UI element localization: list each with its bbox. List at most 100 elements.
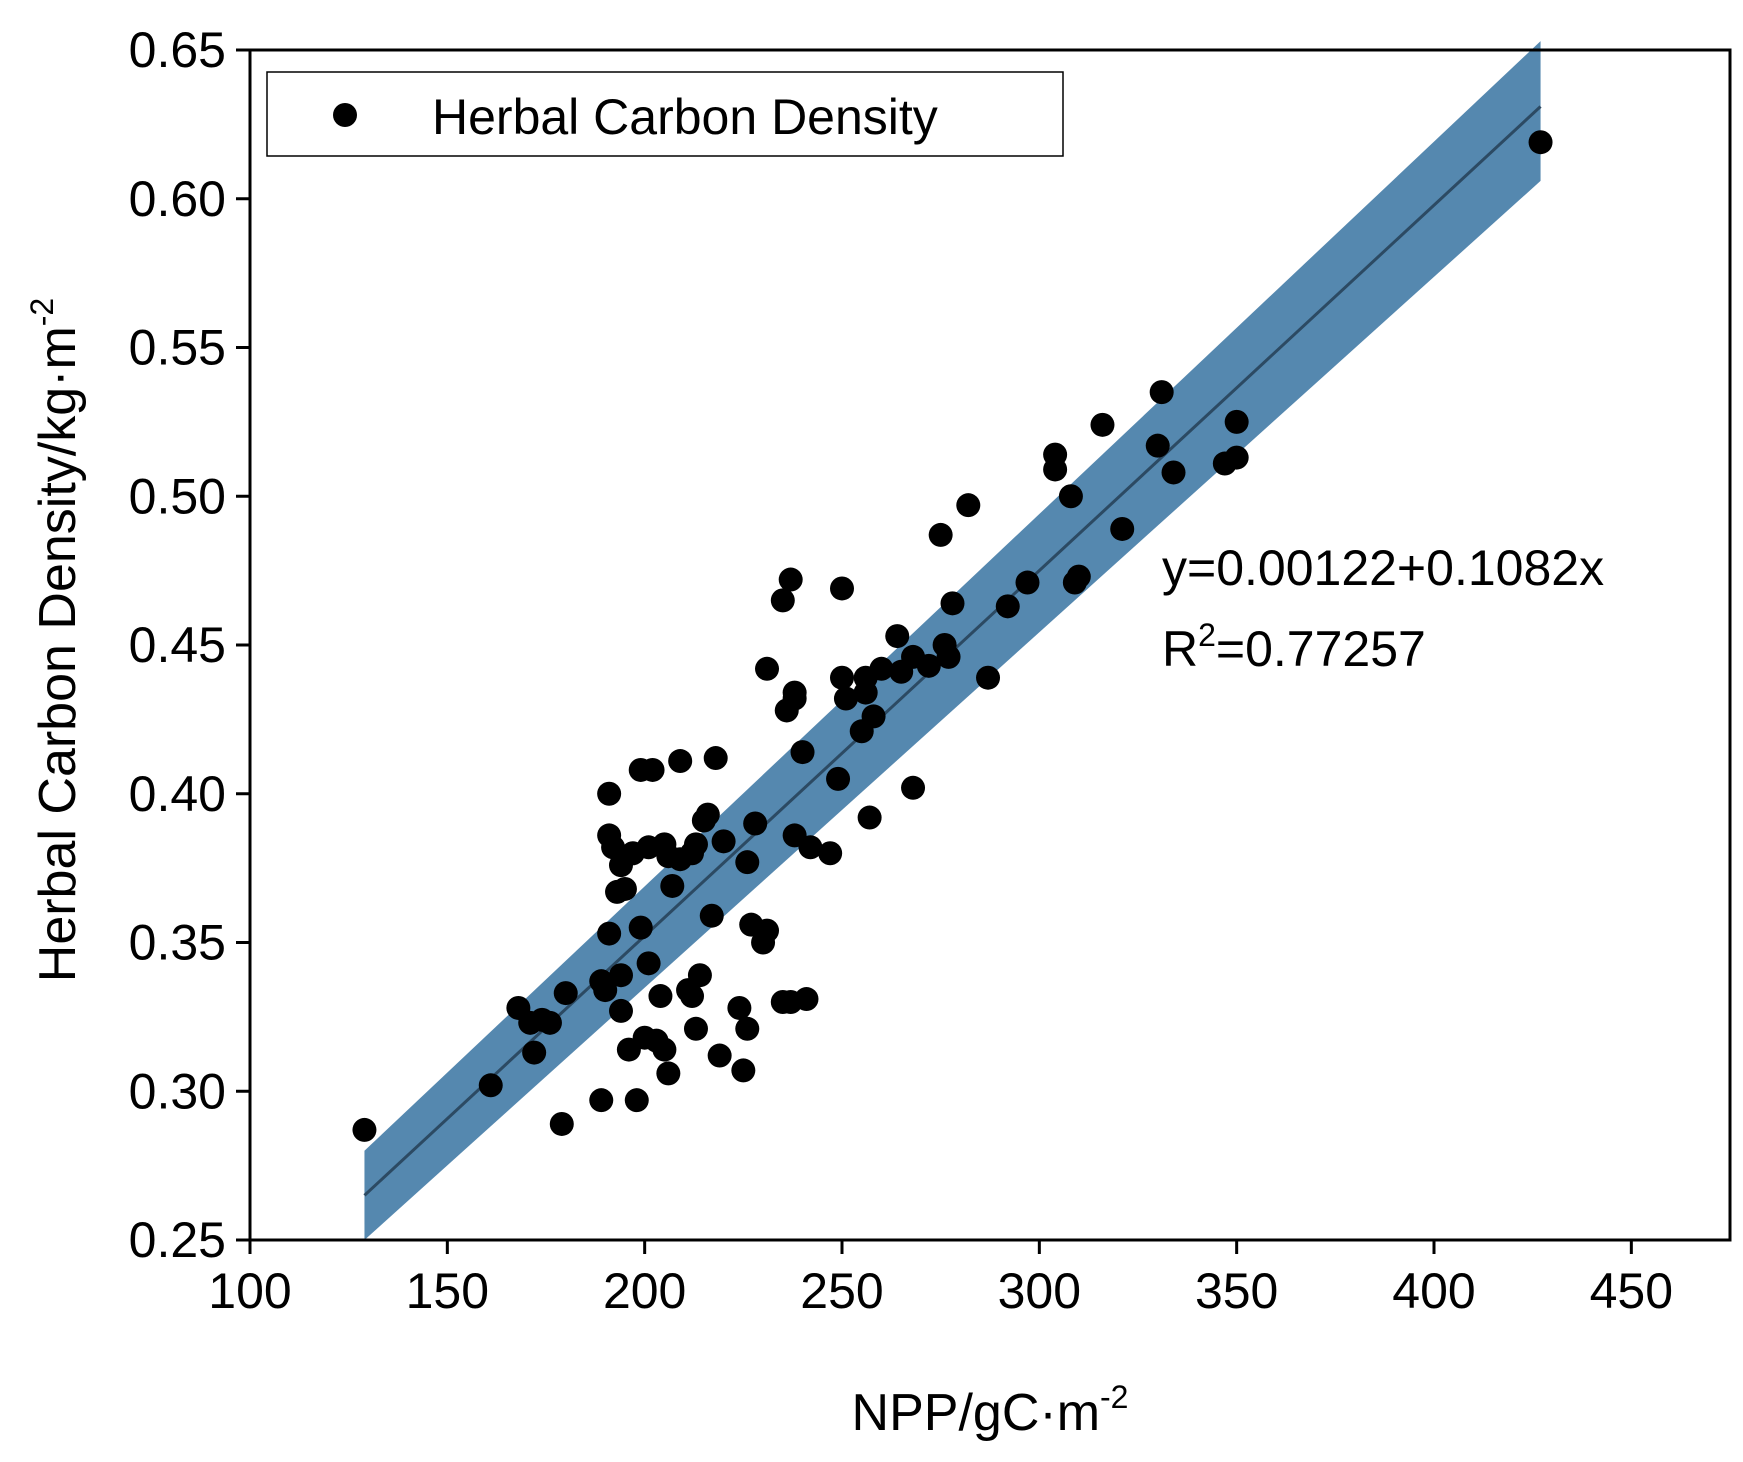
data-point [522, 1040, 547, 1065]
y-tick-label: 0.25 [129, 1212, 226, 1268]
data-point [1090, 412, 1115, 437]
x-tick-label: 250 [800, 1263, 883, 1319]
r-squared-superscript: 2 [1198, 617, 1216, 653]
data-point [727, 995, 752, 1020]
x-axis-label-superscript: -2 [1100, 1379, 1128, 1415]
data-point [861, 704, 886, 729]
data-point [755, 656, 780, 681]
data-point [857, 805, 882, 830]
x-axis-label: NPP/gC·m-2 [852, 1379, 1129, 1442]
data-point [976, 665, 1001, 690]
legend: Herbal Carbon Density [266, 71, 1064, 157]
data-point [683, 1016, 708, 1041]
data-point [755, 918, 780, 943]
legend-box [266, 71, 1064, 157]
data-point [1224, 445, 1249, 470]
y-axis-label-superscript: -2 [24, 298, 60, 326]
data-point [597, 921, 622, 946]
data-point [869, 656, 894, 681]
data-point [1224, 409, 1249, 434]
x-tick-label: 300 [998, 1263, 1081, 1319]
data-points [352, 130, 1553, 1142]
data-point [699, 903, 724, 928]
data-point [478, 1073, 503, 1098]
data-point [597, 781, 622, 806]
data-point [916, 653, 941, 678]
data-point [549, 1111, 574, 1136]
data-point [778, 567, 803, 592]
data-point [940, 591, 965, 616]
data-point [553, 981, 578, 1006]
data-point [1110, 516, 1135, 541]
data-point [352, 1117, 377, 1142]
fit-equation: y=0.00122+0.1082x [1162, 540, 1604, 596]
x-tick-label: 200 [603, 1263, 686, 1319]
data-point [1066, 564, 1091, 589]
data-point [656, 1061, 681, 1086]
x-tick-label: 350 [1195, 1263, 1278, 1319]
data-point [680, 984, 705, 1009]
data-point [928, 522, 953, 547]
x-tick-label: 400 [1392, 1263, 1475, 1319]
y-tick-label: 0.50 [129, 468, 226, 524]
r-squared: R2=0.77257 [1162, 617, 1426, 677]
data-point [703, 746, 728, 771]
y-axis-ticks: 0.25 0.30 0.35 0.40 0.45 0.50 0.55 0.60 0.65 [129, 22, 250, 1268]
data-point [537, 1010, 562, 1035]
data-point [995, 594, 1020, 619]
y-tick-label: 0.55 [129, 320, 226, 376]
data-point [1058, 484, 1083, 509]
y-tick-label: 0.45 [129, 617, 226, 673]
x-tick-label: 150 [406, 1263, 489, 1319]
data-point [608, 963, 633, 988]
y-axis-label-text: Herbal Carbon Density/kg·m [29, 326, 87, 982]
data-point [608, 998, 633, 1023]
data-point [612, 876, 637, 901]
data-point [936, 644, 961, 669]
data-point [640, 757, 665, 782]
data-point [818, 841, 843, 866]
data-point [687, 963, 712, 988]
y-tick-label: 0.60 [129, 171, 226, 227]
data-point [794, 987, 819, 1012]
data-point [1043, 442, 1068, 467]
data-point [830, 576, 854, 601]
data-point [707, 1043, 732, 1068]
data-point [956, 493, 981, 518]
plot-frame [248, 48, 1732, 1242]
data-point [601, 835, 626, 860]
y-tick-label: 0.30 [129, 1063, 226, 1119]
data-point [1015, 570, 1040, 595]
y-axis-label: Herbal Carbon Density/kg·m-2 [24, 298, 87, 982]
data-point [770, 588, 795, 613]
data-point [624, 1088, 649, 1113]
data-point [826, 766, 851, 791]
y-tick-label: 0.65 [129, 22, 226, 78]
data-point [636, 951, 661, 976]
data-point [1161, 460, 1186, 485]
data-point [1145, 433, 1170, 458]
data-point [830, 665, 854, 690]
data-point [683, 832, 708, 857]
data-point [593, 978, 618, 1003]
data-point [885, 624, 910, 649]
data-point [695, 802, 720, 827]
data-point [660, 873, 685, 898]
legend-label: Herbal Carbon Density [432, 89, 938, 145]
data-point [735, 1016, 760, 1041]
data-point [711, 829, 736, 854]
data-point [652, 1037, 677, 1062]
data-point [782, 680, 807, 705]
data-point [1528, 130, 1553, 155]
x-tick-label: 450 [1590, 1263, 1673, 1319]
data-point [833, 686, 858, 711]
data-point [731, 1058, 756, 1083]
data-point [798, 835, 823, 860]
y-tick-label: 0.40 [129, 766, 226, 822]
data-point [589, 1088, 614, 1113]
data-point [668, 749, 693, 774]
data-point [735, 850, 760, 875]
r-squared-symbol: R [1162, 621, 1198, 677]
data-point [743, 811, 768, 836]
